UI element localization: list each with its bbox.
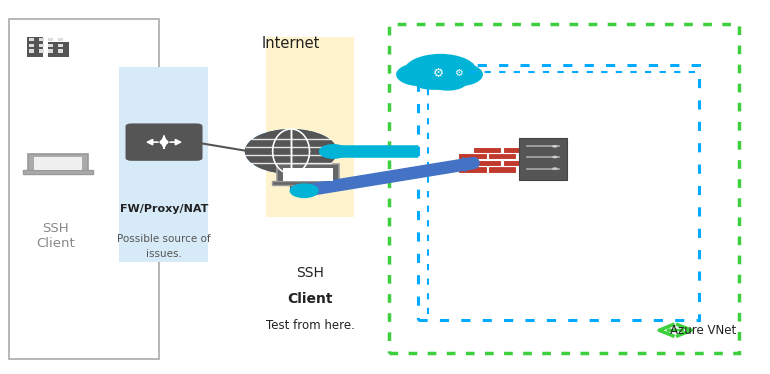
Circle shape [403, 54, 477, 90]
FancyBboxPatch shape [49, 49, 53, 53]
Text: ⚙: ⚙ [433, 67, 444, 80]
Circle shape [679, 329, 684, 331]
FancyBboxPatch shape [34, 157, 82, 170]
FancyBboxPatch shape [29, 49, 34, 53]
FancyBboxPatch shape [126, 123, 203, 161]
FancyBboxPatch shape [266, 37, 354, 217]
FancyBboxPatch shape [458, 166, 487, 173]
FancyBboxPatch shape [48, 42, 69, 57]
Circle shape [290, 184, 318, 197]
FancyBboxPatch shape [533, 160, 561, 166]
Circle shape [552, 145, 557, 148]
Circle shape [673, 329, 678, 331]
Circle shape [413, 72, 450, 90]
Circle shape [320, 145, 347, 158]
FancyBboxPatch shape [49, 44, 53, 47]
FancyBboxPatch shape [458, 153, 487, 159]
FancyBboxPatch shape [38, 44, 44, 47]
FancyBboxPatch shape [58, 38, 63, 41]
FancyBboxPatch shape [517, 166, 546, 173]
Circle shape [396, 63, 444, 86]
FancyBboxPatch shape [272, 181, 344, 185]
Text: Client: Client [287, 292, 333, 306]
FancyBboxPatch shape [58, 49, 63, 53]
FancyBboxPatch shape [38, 38, 44, 41]
FancyBboxPatch shape [277, 165, 340, 184]
Circle shape [427, 71, 468, 91]
Circle shape [245, 129, 337, 174]
Text: Azure VNet: Azure VNet [670, 325, 736, 337]
Circle shape [245, 129, 337, 174]
FancyBboxPatch shape [503, 147, 531, 153]
Text: SSH: SSH [296, 266, 324, 280]
FancyBboxPatch shape [29, 38, 34, 41]
FancyBboxPatch shape [488, 166, 517, 173]
FancyBboxPatch shape [518, 138, 567, 180]
Text: FW/Proxy/NAT: FW/Proxy/NAT [120, 205, 208, 214]
FancyBboxPatch shape [517, 153, 546, 159]
Text: SSH
Client: SSH Client [36, 222, 75, 249]
FancyBboxPatch shape [29, 44, 34, 47]
FancyBboxPatch shape [58, 44, 63, 47]
FancyBboxPatch shape [473, 147, 501, 153]
FancyBboxPatch shape [28, 154, 88, 172]
Text: Internet: Internet [262, 36, 320, 50]
Circle shape [667, 329, 671, 331]
FancyBboxPatch shape [533, 147, 561, 153]
FancyBboxPatch shape [49, 38, 53, 41]
Text: Possible source of
issues.: Possible source of issues. [117, 234, 211, 259]
FancyBboxPatch shape [38, 49, 44, 53]
FancyBboxPatch shape [27, 37, 42, 57]
FancyBboxPatch shape [23, 170, 92, 174]
FancyBboxPatch shape [503, 160, 531, 166]
Circle shape [552, 156, 557, 158]
Circle shape [552, 167, 557, 170]
Text: Test from here.: Test from here. [266, 319, 355, 332]
Text: ⚙: ⚙ [454, 68, 463, 78]
Circle shape [160, 140, 168, 144]
Circle shape [435, 63, 483, 86]
FancyBboxPatch shape [473, 160, 501, 166]
FancyBboxPatch shape [488, 153, 517, 159]
FancyBboxPatch shape [283, 168, 333, 181]
FancyBboxPatch shape [119, 67, 208, 262]
